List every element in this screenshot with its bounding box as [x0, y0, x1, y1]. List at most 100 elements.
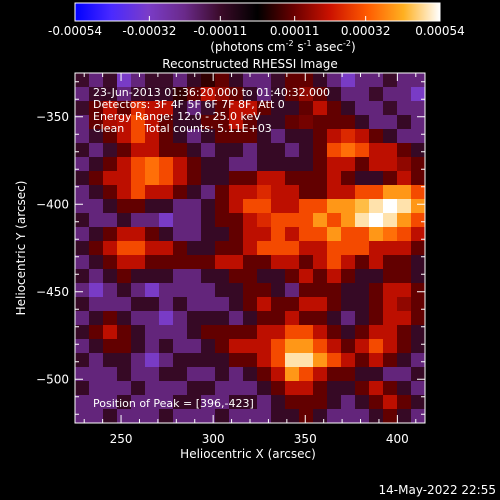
heatmap-cell: [341, 87, 356, 102]
heatmap-cell: [243, 283, 258, 298]
heatmap-cell: [355, 213, 370, 228]
heatmap-cell: [341, 73, 356, 88]
heatmap-cell: [285, 325, 300, 340]
heatmap-cell: [299, 339, 314, 354]
heatmap-cell: [187, 381, 202, 396]
heatmap-cell: [117, 311, 132, 326]
heatmap-cell: [313, 353, 328, 368]
heatmap-cell: [257, 269, 272, 284]
heatmap-cell: [313, 101, 328, 116]
heatmap-cell: [355, 171, 370, 186]
heatmap-cell: [383, 241, 398, 256]
heatmap-cell: [145, 157, 160, 172]
heatmap-cell: [201, 297, 216, 312]
heatmap-cell: [131, 241, 146, 256]
heatmap-cell: [75, 129, 90, 144]
heatmap-cell: [117, 409, 132, 423]
heatmap-cell: [159, 297, 174, 312]
heatmap-cell: [355, 395, 370, 410]
heatmap-cell: [271, 255, 286, 270]
heatmap-cell: [117, 297, 132, 312]
heatmap-cell: [159, 311, 174, 326]
heatmap-cell: [187, 255, 202, 270]
heatmap-cell: [201, 381, 216, 396]
heatmap-cell: [131, 199, 146, 214]
heatmap-cell: [341, 213, 356, 228]
heatmap-cell: [117, 185, 132, 200]
heatmap-cell: [313, 255, 328, 270]
heatmap-cell: [369, 73, 384, 88]
heatmap-cell: [215, 101, 230, 116]
heatmap-cell: [131, 73, 146, 88]
heatmap-cell: [229, 409, 244, 423]
heatmap-cell: [383, 409, 398, 423]
heatmap-cell: [215, 367, 230, 382]
heatmap-cell: [117, 115, 132, 130]
heatmap-cell: [243, 325, 258, 340]
chart-title: Reconstructed RHESSI Image: [162, 57, 337, 71]
heatmap-cell: [271, 199, 286, 214]
heatmap-cell: [341, 115, 356, 130]
heatmap-cell: [355, 339, 370, 354]
heatmap-cell: [131, 255, 146, 270]
heatmap-cell: [313, 87, 328, 102]
heatmap-cell: [229, 381, 244, 396]
heatmap-cell: [229, 101, 244, 116]
heatmap-cell: [75, 311, 90, 326]
heatmap-cell: [299, 409, 314, 423]
heatmap-cell: [383, 143, 398, 158]
heatmap-cell: [369, 87, 384, 102]
heatmap-cell: [229, 283, 244, 298]
heatmap-cell: [131, 297, 146, 312]
heatmap-cell: [411, 115, 425, 130]
heatmap-cell: [145, 367, 160, 382]
y-tick-label: −450: [36, 285, 69, 299]
heatmap-cell: [201, 409, 216, 423]
heatmap-cell: [397, 395, 412, 410]
heatmap-cell: [369, 339, 384, 354]
heatmap-cell: [75, 353, 90, 368]
heatmap-cell: [243, 213, 258, 228]
heatmap-cell: [271, 409, 286, 423]
heatmap-cell: [145, 353, 160, 368]
heatmap-cell: [369, 171, 384, 186]
heatmap-cell: [117, 283, 132, 298]
heatmap-cell: [131, 213, 146, 228]
heatmap-cell: [75, 213, 90, 228]
heatmap-cell: [75, 199, 90, 214]
heatmap-cell: [89, 325, 104, 340]
heatmap-cell: [187, 339, 202, 354]
heatmap-cell: [327, 143, 342, 158]
heatmap-cell: [313, 143, 328, 158]
heatmap-cell: [215, 395, 230, 410]
heatmap-cell: [285, 73, 300, 88]
heatmap-cell: [285, 87, 300, 102]
heatmap-cell: [341, 409, 356, 423]
heatmap-cell: [159, 115, 174, 130]
heatmap-cell: [369, 185, 384, 200]
heatmap-cell: [355, 325, 370, 340]
heatmap-cell: [229, 395, 244, 410]
heatmap-cell: [341, 101, 356, 116]
heatmap-cell: [89, 227, 104, 242]
heatmap-cell: [215, 297, 230, 312]
heatmap-cell: [75, 297, 90, 312]
heatmap-cell: [145, 73, 160, 88]
heatmap-cell: [201, 87, 216, 102]
heatmap-cell: [75, 101, 90, 116]
heatmap-cell: [215, 325, 230, 340]
heatmap-cell: [271, 241, 286, 256]
heatmap-cell: [159, 129, 174, 144]
heatmap-cell: [341, 367, 356, 382]
heatmap-cell: [355, 129, 370, 144]
heatmap-cell: [397, 311, 412, 326]
heatmap-cell: [257, 325, 272, 340]
heatmap-cell: [299, 241, 314, 256]
heatmap-cell: [145, 311, 160, 326]
heatmap-cell: [145, 115, 160, 130]
heatmap-cell: [257, 409, 272, 423]
heatmap-cell: [355, 241, 370, 256]
heatmap-cell: [355, 199, 370, 214]
heatmap-cell: [229, 115, 244, 130]
heatmap-cell: [75, 87, 90, 102]
